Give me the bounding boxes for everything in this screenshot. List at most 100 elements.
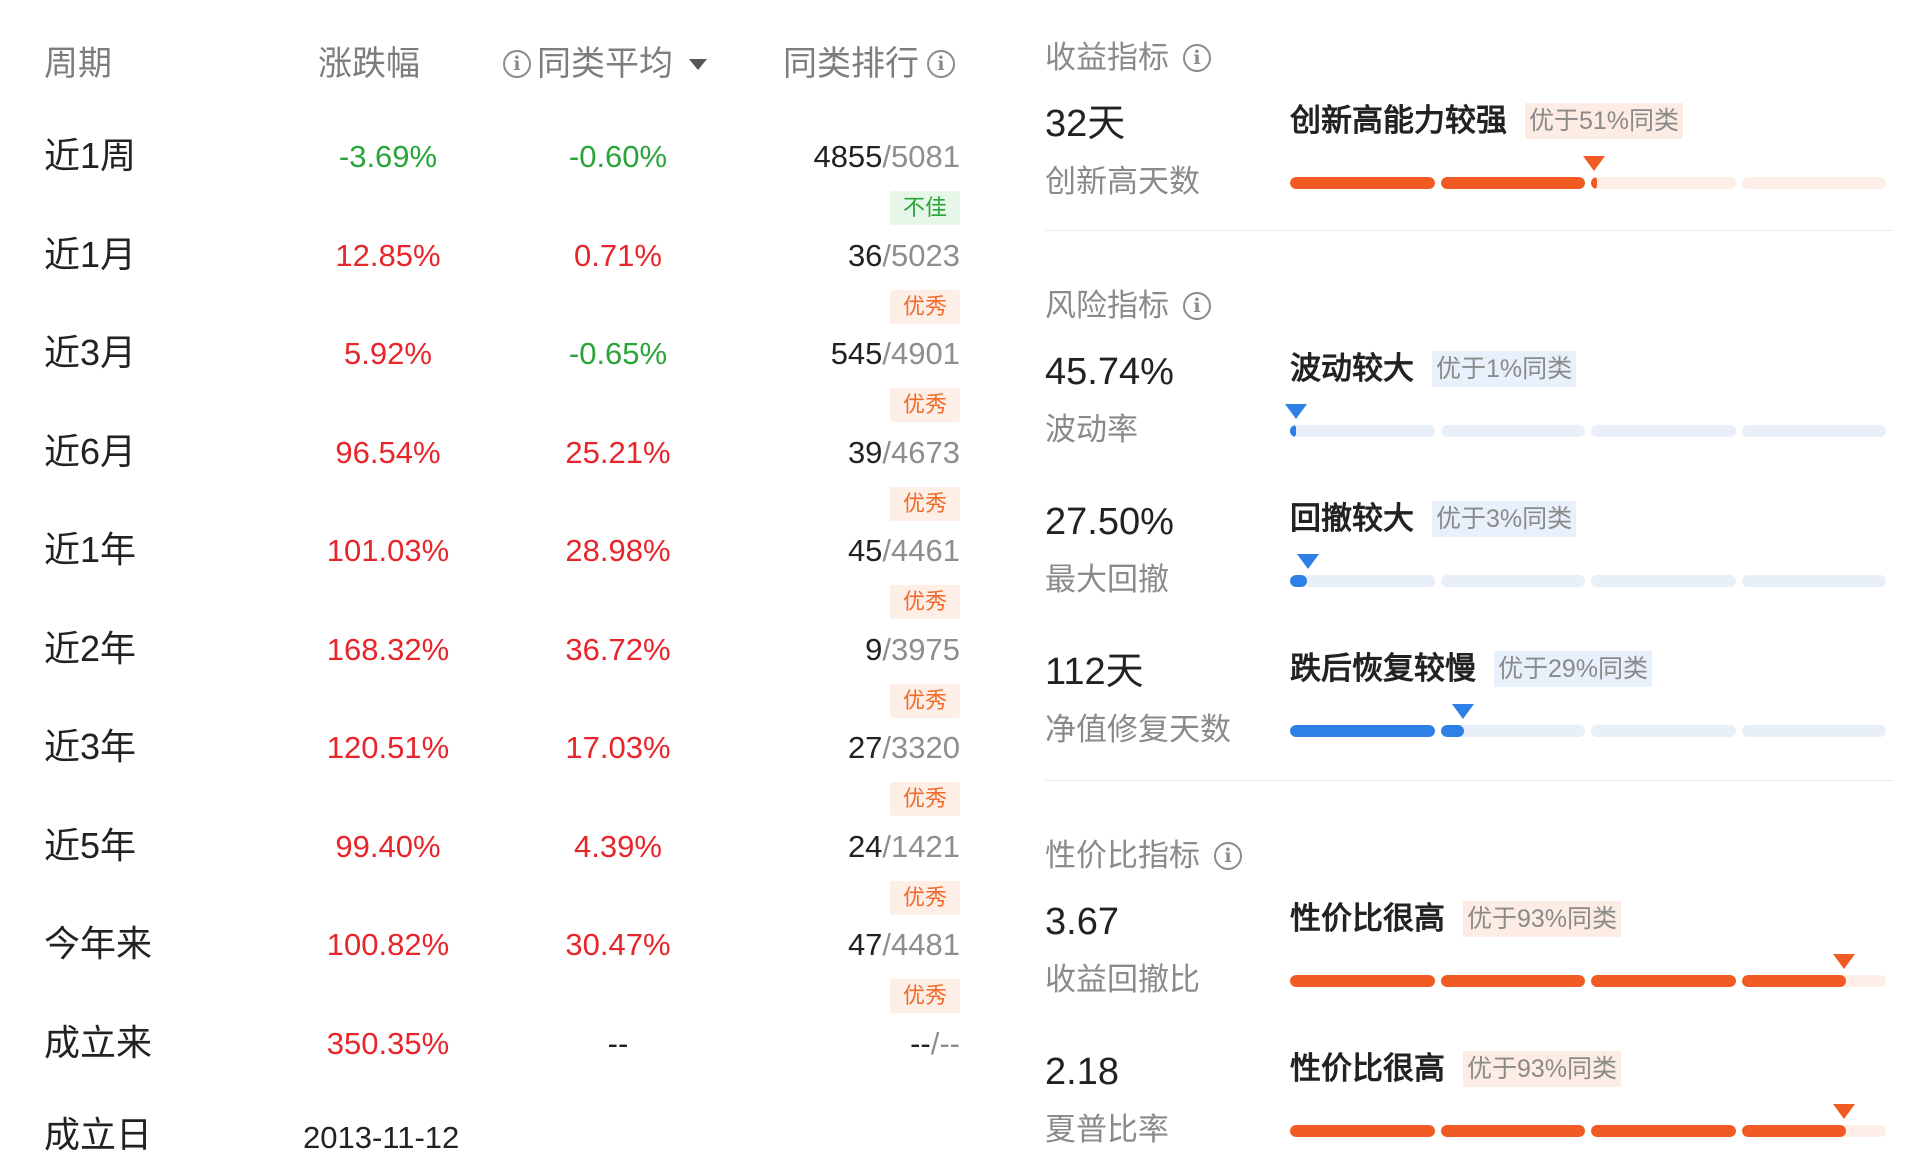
bar-segment [1440, 575, 1585, 587]
table-row[interactable]: 近2年 168.32% 36.72% 9/3975 优秀 [0, 626, 1000, 724]
category-average-value: 36.72% [565, 631, 671, 667]
bar-segment [1591, 177, 1736, 189]
change-value: 101.03% [326, 533, 450, 568]
section-title-risk: 风险指标 i [1045, 286, 1211, 326]
bar-fill [1741, 975, 1846, 987]
percentile-text: 优于93%同类 [1463, 1051, 1622, 1087]
bar-fill [1741, 1125, 1846, 1137]
caret-down-icon[interactable] [689, 58, 707, 70]
percentile-marker-icon [1284, 404, 1307, 419]
category-average-value: 25.21% [565, 434, 671, 470]
metric-verdict: 跌后恢复较慢 优于29%同类 [1290, 649, 1653, 689]
category-average-value: 4.39% [574, 828, 662, 864]
metric-label: 收益回撤比 [1045, 962, 1200, 997]
metric-label: 波动率 [1045, 412, 1138, 447]
info-icon[interactable]: i [1183, 292, 1211, 320]
info-icon[interactable]: i [503, 50, 531, 78]
table-row[interactable]: 近3年 120.51% 17.03% 27/3320 优秀 [0, 724, 1000, 822]
rank-position: 4855 [813, 139, 883, 174]
bar-segment [1290, 975, 1435, 987]
category-average-value: 30.47% [565, 927, 671, 962]
performance-table: 周期 涨跌幅 i 同类平均 同类排行 i 近1周 -3.69% -0.60% 4855… [0, 42, 1000, 1155]
rating-badge: 优秀 [890, 486, 960, 521]
established-label: 成立日 [44, 1114, 153, 1155]
rank-position: 36 [847, 237, 883, 273]
bar-fill [1440, 975, 1585, 987]
table-row[interactable]: 近1月 12.85% 0.71% 36/5023 优秀 [0, 232, 1000, 330]
percentile-bar [1290, 425, 1886, 437]
rank-position: 545 [830, 336, 883, 371]
table-row[interactable]: 近5年 99.40% 4.39% 24/1421 优秀 [0, 823, 1000, 921]
info-icon[interactable]: i [1183, 44, 1211, 72]
bar-segment [1440, 1125, 1585, 1137]
bar-fill [1440, 177, 1585, 189]
bar-segment [1591, 1125, 1736, 1137]
table-row[interactable]: 近1周 -3.69% -0.60% 4855/5081 不佳 [0, 133, 1000, 231]
bar-fill [1290, 575, 1308, 587]
verdict-text: 创新高能力较强 [1290, 103, 1507, 138]
period-label: 近1周 [44, 135, 137, 176]
rank-total: /4461 [882, 533, 960, 568]
header-average-dropdown[interactable]: i 同类平均 [503, 42, 707, 86]
metric-value: 2.18 [1045, 1051, 1119, 1093]
metric-verdict: 性价比很高 优于93%同类 [1290, 1049, 1622, 1089]
bar-segment [1290, 177, 1435, 189]
rank-position: 9 [865, 631, 883, 667]
table-row[interactable]: 成立来 350.35% -- --/-- [0, 1020, 1000, 1118]
category-average-value: -0.60% [568, 139, 668, 174]
percentile-text: 优于1%同类 [1432, 351, 1577, 387]
table-row[interactable]: 近3月 5.92% -0.65% 545/4901 优秀 [0, 330, 1000, 428]
bar-fill [1290, 975, 1435, 987]
rank-position: 45 [847, 533, 883, 568]
metric-label: 净值修复天数 [1045, 712, 1231, 747]
section-title-label: 性价比指标 [1045, 838, 1200, 873]
bar-segment [1591, 575, 1736, 587]
change-value: 12.85% [335, 237, 441, 273]
bar-segment [1741, 177, 1886, 189]
period-label: 近6月 [44, 430, 137, 472]
category-average-value: 0.71% [574, 237, 662, 273]
category-rank: 39/4673 [848, 431, 960, 475]
table-row[interactable]: 近6月 96.54% 25.21% 39/4673 优秀 [0, 429, 1000, 527]
rank-total: /3975 [882, 631, 960, 667]
bar-segment [1591, 725, 1736, 737]
bar-fill [1290, 425, 1296, 437]
metric-verdict: 波动较大 优于1%同类 [1290, 349, 1577, 389]
percentile-text: 优于3%同类 [1432, 501, 1577, 537]
info-icon[interactable]: i [1214, 842, 1242, 870]
percentile-bar [1290, 177, 1886, 189]
category-rank: 47/4481 [848, 923, 960, 967]
period-label: 近1年 [44, 529, 137, 570]
table-row[interactable]: 近1年 101.03% 28.98% 45/4461 优秀 [0, 527, 1000, 625]
metric-value: 3.67 [1045, 901, 1119, 943]
bar-segment [1440, 975, 1585, 987]
bar-segment [1591, 975, 1736, 987]
category-rank: 27/3320 [848, 726, 960, 770]
category-rank: 45/4461 [848, 529, 960, 573]
bar-segment [1290, 575, 1435, 587]
section-title-return: 收益指标 i [1045, 38, 1211, 78]
category-average-value: 17.03% [565, 730, 671, 765]
bar-fill [1591, 1125, 1736, 1137]
verdict-text: 性价比很高 [1290, 901, 1445, 936]
rank-total: /4481 [882, 927, 960, 962]
category-rank: 24/1421 [848, 825, 960, 869]
percentile-bar [1290, 725, 1886, 737]
percentile-bar [1290, 1125, 1886, 1137]
rank-total: /-- [930, 1025, 960, 1061]
rank-position: 39 [847, 434, 883, 470]
section-title-value: 性价比指标 i [1045, 836, 1242, 876]
bar-segment [1290, 725, 1435, 737]
bar-segment [1741, 575, 1886, 587]
percentile-text: 优于93%同类 [1463, 901, 1622, 937]
category-rank: 4855/5081 [813, 135, 960, 179]
rank-position: 24 [847, 828, 883, 864]
table-row[interactable]: 今年来 100.82% 30.47% 47/4481 优秀 [0, 921, 1000, 1019]
header-change: 涨跌幅 [318, 45, 420, 83]
info-icon[interactable]: i [927, 50, 955, 78]
bar-segment [1440, 177, 1585, 189]
change-value: 5.92% [344, 336, 432, 371]
section-divider [1045, 780, 1893, 781]
metric-label: 创新高天数 [1045, 164, 1200, 199]
rank-total: /5081 [882, 139, 960, 174]
